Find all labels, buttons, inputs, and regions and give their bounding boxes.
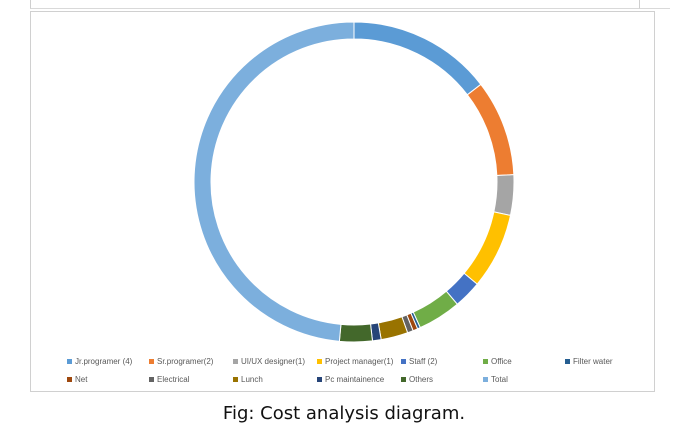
legend-item: Total bbox=[483, 375, 508, 384]
legend-item: Sr.programer(2) bbox=[149, 357, 213, 366]
legend-swatch bbox=[483, 359, 488, 364]
legend-swatch bbox=[149, 377, 154, 382]
legend-label: UI/UX designer(1) bbox=[241, 357, 306, 366]
legend-swatch bbox=[565, 359, 570, 364]
legend-swatch bbox=[401, 377, 406, 382]
legend-label: Jr.programer (4) bbox=[75, 357, 133, 366]
legend-item: Pc maintainence bbox=[317, 375, 384, 384]
legend-label: Pc maintainence bbox=[325, 375, 385, 384]
slice-ui-ux-designer-1 bbox=[493, 174, 515, 217]
legend-item: UI/UX designer(1) bbox=[233, 357, 305, 366]
legend-label: Electrical bbox=[157, 375, 190, 384]
legend-item: Jr.programer (4) bbox=[67, 357, 132, 366]
slice-lunch bbox=[377, 316, 409, 341]
previous-frame-edge bbox=[30, 0, 640, 9]
legend-swatch bbox=[317, 359, 322, 364]
legend-swatch bbox=[233, 377, 238, 382]
legend-item: Others bbox=[401, 375, 433, 384]
chart-area: Jr.programer (4) Sr.programer(2) UI/UX des… bbox=[30, 11, 655, 392]
legend-label: Net bbox=[75, 375, 88, 384]
legend-label: Office bbox=[491, 357, 512, 366]
legend-item: Electrical bbox=[149, 375, 189, 384]
doughnut-chart bbox=[193, 21, 515, 343]
legend-label: Project manager(1) bbox=[325, 357, 394, 366]
legend-label: Total bbox=[491, 375, 508, 384]
slice-project-manager-1 bbox=[463, 211, 512, 285]
legend-label: Staff (2) bbox=[409, 357, 438, 366]
legend-item: Filter water bbox=[565, 357, 613, 366]
slice-sr-programer-2 bbox=[466, 83, 515, 176]
legend-swatch bbox=[233, 359, 238, 364]
legend-swatch bbox=[483, 377, 488, 382]
page-rule bbox=[640, 8, 670, 9]
legend-label: Lunch bbox=[241, 375, 263, 384]
legend-label: Others bbox=[409, 375, 434, 384]
legend-swatch bbox=[401, 359, 406, 364]
legend-swatch bbox=[317, 377, 322, 382]
slice-jr-programer-4 bbox=[353, 21, 482, 96]
legend-item: Net bbox=[67, 375, 87, 384]
legend-swatch bbox=[67, 377, 72, 382]
figure-caption: Fig: Cost analysis diagram. bbox=[222, 403, 466, 424]
legend-item: Office bbox=[483, 357, 512, 366]
legend-label: Sr.programer(2) bbox=[157, 357, 214, 366]
legend-swatch bbox=[67, 359, 72, 364]
slice-total bbox=[193, 21, 355, 342]
legend-swatch bbox=[149, 359, 154, 364]
legend-item: Lunch bbox=[233, 375, 263, 384]
slice-others bbox=[338, 323, 374, 343]
legend-item: Project manager(1) bbox=[317, 357, 393, 366]
slice-office bbox=[412, 290, 458, 329]
legend-item: Staff (2) bbox=[401, 357, 437, 366]
legend-label: Filter water bbox=[573, 357, 613, 366]
